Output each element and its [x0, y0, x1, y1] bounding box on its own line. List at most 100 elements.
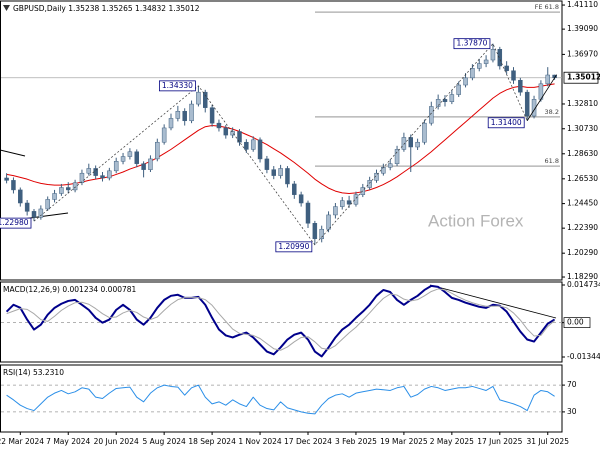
annotation-label: 1.31400	[491, 118, 522, 127]
title-icon	[3, 5, 10, 11]
candle-body	[113, 161, 119, 172]
candle-body	[483, 59, 489, 64]
y-tick-label: 1.39090	[567, 24, 598, 33]
y-tick-label: 1.41110	[567, 0, 598, 9]
candle-body	[292, 183, 297, 195]
candle-body	[422, 122, 427, 143]
candle-body	[107, 170, 112, 179]
candle-body	[305, 202, 311, 224]
annotation-label: 1.37870	[456, 39, 487, 48]
y-tick-label: 1.26530	[567, 174, 598, 183]
y-tick-label: 1.20290	[567, 248, 598, 257]
candle-body	[326, 214, 331, 230]
candle-body	[216, 122, 222, 129]
series-line	[6, 384, 555, 415]
x-tick-label: 7 May 2024	[46, 437, 90, 446]
panel-frame	[0, 281, 563, 363]
x-tick-label: 20 Jun 2024	[94, 437, 139, 446]
candle-body	[271, 169, 276, 176]
candle-body	[18, 189, 23, 204]
candle-body	[230, 131, 235, 136]
panel-frame	[0, 0, 563, 281]
y-tick-label: 1.32810	[567, 99, 598, 108]
candle-body	[66, 187, 71, 191]
candle-body	[182, 110, 187, 122]
trend-line	[526, 74, 557, 121]
annotation-box	[275, 241, 313, 253]
y-tick-label: 1.36970	[567, 49, 598, 58]
candle-body	[72, 182, 78, 191]
x-tick-label: 1 Nov 2024	[238, 437, 281, 446]
candle-body	[387, 163, 393, 168]
x-tick-label: 19 Mar 2025	[380, 437, 428, 446]
candle-body	[134, 151, 139, 164]
candle-body	[298, 194, 304, 204]
y-tick-label: 1.28630	[567, 149, 598, 158]
candle-body	[470, 68, 475, 79]
value-box	[563, 317, 591, 329]
candle-body	[394, 149, 400, 164]
candle-body	[319, 228, 324, 240]
candle-body	[367, 180, 372, 188]
x-tick-label: 3 Feb 2025	[335, 437, 377, 446]
y-tick-label: 0.00	[567, 318, 584, 327]
candle-body	[346, 200, 352, 205]
wave-line	[33, 43, 528, 246]
candle-body	[250, 139, 256, 150]
x-tick-label: 5 Aug 2024	[143, 437, 186, 446]
candle-body	[312, 223, 318, 240]
annotation-label: 1.34330	[162, 81, 193, 90]
series-line	[6, 83, 555, 194]
panel-frame	[0, 364, 563, 433]
series-line	[5, 284, 556, 358]
candle-body	[257, 139, 263, 160]
candle-body	[237, 131, 242, 143]
candle-body	[264, 158, 270, 170]
channel-line	[0, 149, 26, 157]
candle-body	[24, 202, 30, 212]
candle-body	[59, 187, 64, 194]
candle-body	[4, 177, 9, 181]
current-price-box	[563, 71, 599, 84]
candle-body	[155, 141, 160, 160]
panel-title: MACD(12,26,9) 0.001234 0.000781	[3, 285, 137, 294]
candle-body	[381, 167, 386, 174]
candle-body	[285, 168, 290, 185]
candle-body	[196, 91, 201, 105]
y-tick-label: -0.013442	[567, 352, 600, 361]
candle-body	[79, 172, 85, 183]
x-tick-label: 22 Mar 2024	[0, 437, 44, 446]
fib-label: 61.8	[545, 157, 559, 165]
candle-body	[120, 156, 126, 162]
macd-trend-line	[429, 284, 557, 319]
candle-body	[435, 99, 441, 107]
annotation-box	[453, 38, 491, 50]
candle-body	[52, 193, 57, 200]
x-tick-label: 17 Dec 2024	[284, 437, 332, 446]
candle-body	[31, 211, 37, 218]
candle-body	[353, 194, 359, 205]
candle-body	[545, 74, 550, 85]
candle-body	[11, 180, 16, 191]
annotation-label: 1.20990	[278, 242, 309, 251]
y-tick-label: 0.014734	[567, 280, 600, 289]
candle-body	[127, 151, 133, 157]
candle-body	[531, 99, 537, 117]
candle-body	[524, 91, 530, 117]
candle-body	[244, 141, 249, 150]
annotation-box	[158, 80, 196, 92]
annotation-box	[0, 217, 32, 229]
candle-body	[401, 137, 407, 150]
candle-body	[449, 94, 455, 102]
candle-body	[408, 137, 413, 148]
annotation-label: 1.22980	[0, 218, 29, 227]
y-tick-label: 1.24450	[567, 199, 598, 208]
candle-body	[456, 84, 461, 95]
candle-body	[518, 80, 523, 93]
candle-body	[100, 175, 105, 179]
candle-body	[374, 172, 379, 181]
candle-body	[203, 91, 208, 108]
candle-body	[415, 141, 420, 148]
